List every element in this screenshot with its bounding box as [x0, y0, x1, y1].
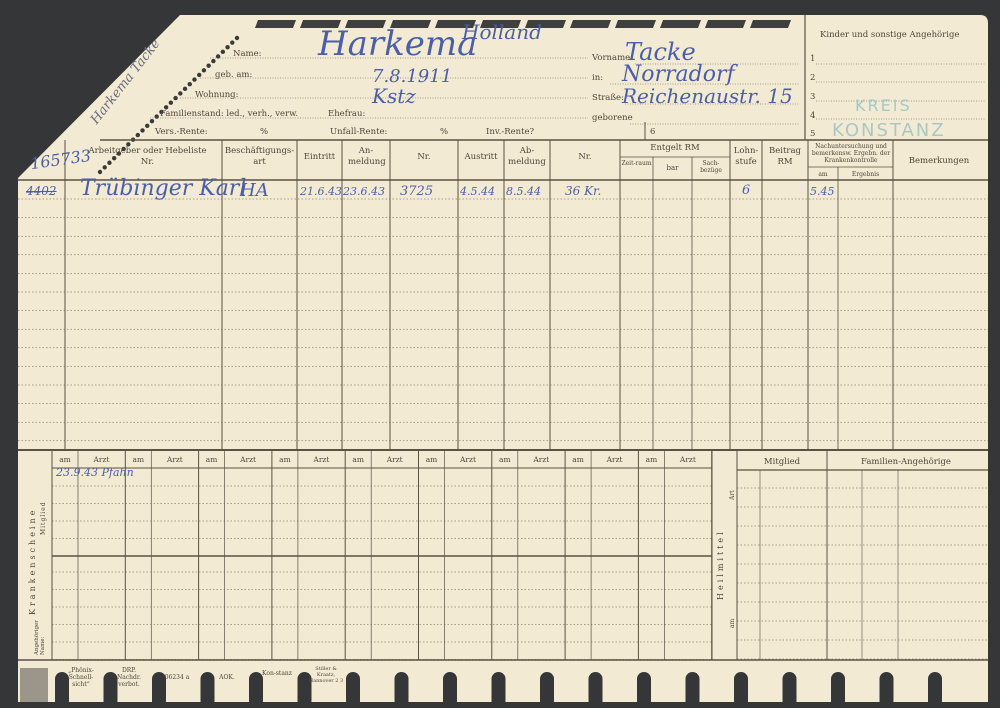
vers-rente-label: Vers.-Rente: — [155, 127, 208, 137]
col-arzt: Arzt — [460, 455, 476, 464]
tab-label: 06234 a — [164, 674, 190, 681]
col-am: am — [425, 455, 438, 464]
col-entgelt: Entgelt RM — [650, 143, 700, 153]
col-bemerkungen: Bemerkungen — [908, 156, 970, 166]
col-anmeldung: An-meldung — [348, 146, 386, 167]
col-arzt: Arzt — [313, 455, 330, 464]
ehefrau-label: Ehefrau: — [328, 109, 366, 119]
col-arzt: Arzt — [606, 455, 623, 464]
geb-label: geb. am: — [215, 70, 253, 80]
col-am: am — [352, 455, 364, 464]
heilmittel-label: Heilmittel — [716, 529, 725, 600]
abmeldung-value: 8.5.44 — [506, 185, 541, 198]
eintritt-value: 21.6.43 — [300, 185, 342, 198]
arbeitgeber-value: Trübinger Karl — [80, 176, 247, 201]
nr-value: 3725 — [400, 184, 434, 199]
col-lohnstufe: Lohn-stufe — [733, 146, 759, 167]
col-nachuntersuchung: Nachuntersuchung und bemerkensw. Ergebn.… — [811, 143, 891, 164]
col-bar: bar — [666, 164, 679, 172]
angehoerige-number: 4 — [810, 111, 816, 121]
nachunt-am-value: 5.45 — [810, 185, 835, 198]
percent-2: % — [440, 127, 449, 137]
geborene-label: geborene — [592, 113, 633, 123]
wohnung-value: Kstz — [372, 84, 416, 108]
angehoerige-number: 5 — [810, 129, 816, 139]
familienstand-label: Familienstand: led., verh., verw. — [160, 109, 299, 119]
vorname-value: Tacke — [625, 38, 696, 66]
hebeliste-value: 4402 — [26, 184, 57, 198]
nationality-value: Holland — [462, 20, 542, 44]
col-am: am — [132, 455, 145, 464]
col-nr2: Nr. — [578, 152, 592, 162]
col-am: am — [205, 455, 218, 464]
angehoerige-title: Kinder und sonstige Angehörige — [820, 30, 960, 40]
strasse-value: Reichenaustr. 15 — [622, 84, 793, 108]
col-nr: Nr. — [417, 152, 431, 162]
angehoerige-number: 2 — [810, 73, 816, 83]
col-arzt: Arzt — [533, 455, 550, 464]
name-label: Name: — [233, 49, 262, 59]
inv-rente-label: Inv.-Rente? — [486, 127, 535, 137]
col-arzt: Arzt — [386, 455, 403, 464]
col-am: am — [499, 455, 511, 464]
angehoerige-number: 3 — [810, 92, 816, 102]
angehoeriger-name-label: Angehöriger Name: — [34, 620, 46, 655]
mitglied-header: Mitglied — [763, 457, 801, 467]
box-number: 6 — [650, 127, 656, 137]
tab-label: DRP. Nachdr. verbot. — [116, 667, 141, 688]
col-zeitraum: Zeit-raum — [621, 160, 652, 167]
tab-label: Kon-stanz — [262, 670, 292, 677]
krankenschein-entry: 23.9.43 Pfahn — [56, 466, 134, 479]
col-am: am — [645, 455, 658, 464]
stamp-line2: KONSTANZ — [832, 120, 946, 141]
tab-label: Stiller & Kraatz, Hannover 2 3 — [308, 666, 344, 684]
in-value: Norradorf — [622, 62, 735, 87]
col-am: am — [59, 455, 71, 464]
col-arzt: Arzt — [166, 455, 183, 464]
col-abmeldung: Ab-meldung — [508, 146, 546, 167]
percent-1: % — [260, 127, 269, 137]
anmeldung-value: 23.6.43 — [343, 185, 385, 198]
col-ergebnis: Ergebnis — [851, 171, 880, 178]
art-value: HA — [240, 180, 269, 201]
strasse-label: Straße: — [592, 93, 624, 103]
stamp-line1: KREIS — [855, 96, 912, 115]
col-am: am — [572, 455, 584, 464]
angehoerige-number: 1 — [810, 54, 816, 64]
col-beschaeftigung: Beschäftigungs-art — [224, 146, 295, 167]
heilmittel-art-label: Art — [729, 490, 736, 500]
krankenscheine-label: Krankenscheine — [28, 507, 37, 615]
col-sachbezuege: Sach-bezüge — [700, 160, 722, 174]
in-label: in: — [592, 73, 604, 83]
col-eintritt: Eintritt — [303, 152, 336, 162]
familien-header: Familien-Angehörige — [861, 457, 951, 467]
geb-value: 7.8.1911 — [372, 66, 453, 87]
unfall-rente-label: Unfall-Rente: — [330, 127, 388, 137]
col-am: am — [279, 455, 291, 464]
col-beitrag: Beitrag RM — [769, 146, 801, 167]
vorname-label: Vorname: — [592, 53, 634, 63]
col-arzt: Arzt — [93, 455, 110, 464]
nr2-value: 36 Kr. — [565, 184, 602, 198]
col-arzt: Arzt — [679, 455, 696, 464]
lohnstufe-value: 6 — [742, 183, 751, 198]
tab-label: AOK. — [219, 674, 235, 681]
col-arzt: Arzt — [240, 455, 257, 464]
heilmittel-am-label: am — [729, 618, 736, 628]
tab-label: „Phönix-Schnell-sicht“ — [68, 667, 94, 688]
wohnung-label: Wohnung: — [195, 90, 239, 100]
col-arbeitgeber: Arbeitgeber oder Hebeliste Nr. — [88, 146, 207, 167]
col-austritt: Austritt — [464, 152, 498, 162]
mitglied-vertical-label: Mitglied — [40, 501, 47, 535]
austritt-value: 4.5.44 — [460, 185, 495, 198]
name-value: Harkema — [318, 24, 478, 64]
col-nachunt-am: am — [818, 171, 828, 178]
